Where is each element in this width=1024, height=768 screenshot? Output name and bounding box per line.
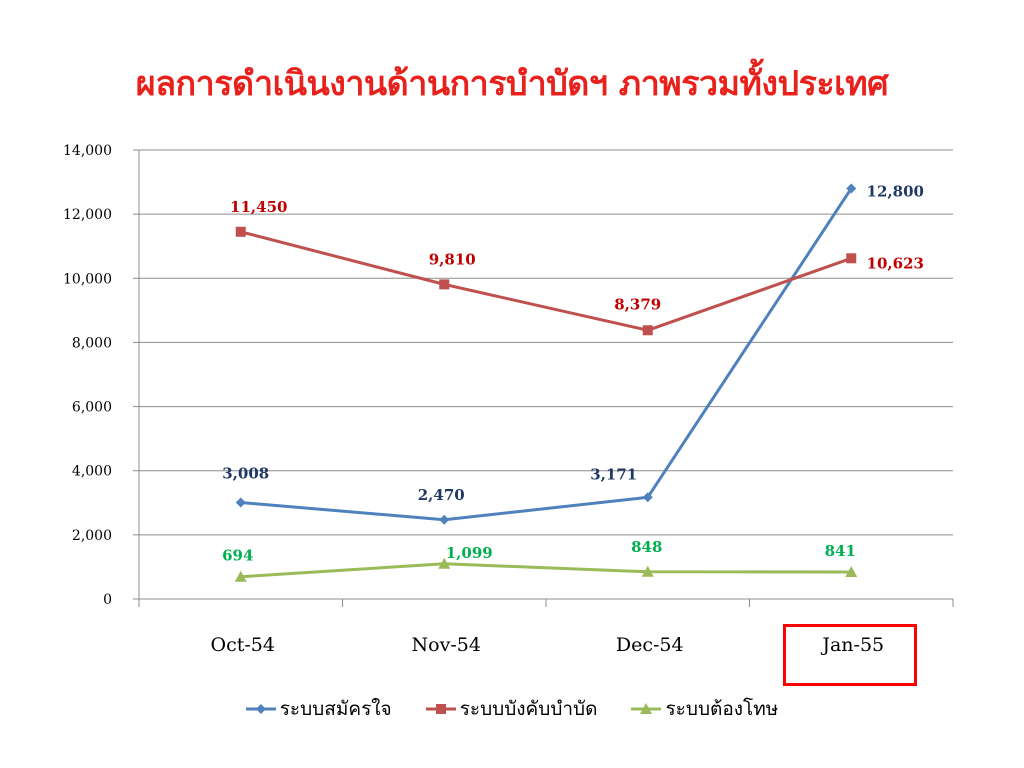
data-point xyxy=(846,253,857,264)
legend: ระบบสมัครใจ ระบบบังคับบำบัด ระบบต้องโทษ xyxy=(0,694,1024,724)
y-tick-label: 8,000 xyxy=(72,335,112,351)
data-label: 12,800 xyxy=(867,182,924,200)
y-tick-label: 14,000 xyxy=(63,143,112,159)
series-line xyxy=(240,187,853,522)
y-tick-label: 0 xyxy=(103,592,112,608)
y-tick-label: 4,000 xyxy=(72,464,112,480)
data-point xyxy=(641,565,654,577)
slide-title: ผลการดำเนินงานด้านการบำบัดฯ ภาพรวมทั้งปร… xyxy=(135,64,889,104)
data-point xyxy=(845,566,858,578)
legend-key-icon xyxy=(245,704,276,714)
y-tick-label: 12,000 xyxy=(63,207,112,223)
legend-item: ระบบต้องโทษ xyxy=(631,694,778,724)
y-tick-label: 6,000 xyxy=(72,400,112,416)
x-tick-label: Jan-55 xyxy=(820,634,884,656)
data-label: 3,008 xyxy=(222,465,269,483)
series-layer xyxy=(234,183,858,582)
y-tick-label: 10,000 xyxy=(63,271,112,287)
x-tick-label: Nov-54 xyxy=(412,634,481,656)
series-line xyxy=(240,562,852,579)
data-point xyxy=(642,325,653,336)
axis-layer: 0 2,000 4,000 6,000 8,000 10,000 12,000 14,000 O… xyxy=(63,143,954,656)
legend-label: ระบบต้องโทษ xyxy=(665,698,779,720)
legend-key-icon xyxy=(631,703,662,714)
highlight-box-jan-55 xyxy=(783,624,917,686)
y-tick-label: 2,000 xyxy=(72,528,112,544)
data-label: 1,099 xyxy=(446,544,493,562)
x-tick-label: Dec-54 xyxy=(616,634,684,656)
legend-label: ระบบบังคับบำบัด xyxy=(459,698,598,720)
data-label: 3,171 xyxy=(590,465,637,483)
data-point xyxy=(439,514,450,525)
data-label: 841 xyxy=(825,542,856,560)
data-label: 694 xyxy=(222,547,253,565)
legend-label: ระบบสมัครใจ xyxy=(279,698,392,720)
data-label-layer: 3,008 2,470 3,171 12,800 11,450 9,810 8,379 10,… xyxy=(222,182,924,564)
data-label: 10,623 xyxy=(867,254,924,272)
data-label: 2,470 xyxy=(418,486,465,504)
data-label: 11,450 xyxy=(230,198,287,216)
legend-key-icon xyxy=(425,704,456,714)
data-label: 848 xyxy=(631,538,662,556)
data-point xyxy=(642,492,653,503)
data-point xyxy=(846,183,857,194)
data-point xyxy=(439,279,450,290)
data-label: 8,379 xyxy=(614,295,661,313)
data-point xyxy=(438,557,451,569)
data-point xyxy=(235,497,246,508)
data-point xyxy=(234,570,247,582)
data-label: 9,810 xyxy=(429,250,476,268)
legend-item: ระบบบังคับบำบัด xyxy=(425,694,598,724)
series-line xyxy=(240,230,852,332)
grid-layer xyxy=(139,149,953,536)
data-point xyxy=(235,226,246,237)
x-tick-label: Oct-54 xyxy=(211,634,275,656)
legend-item: ระบบสมัครใจ xyxy=(245,694,392,724)
